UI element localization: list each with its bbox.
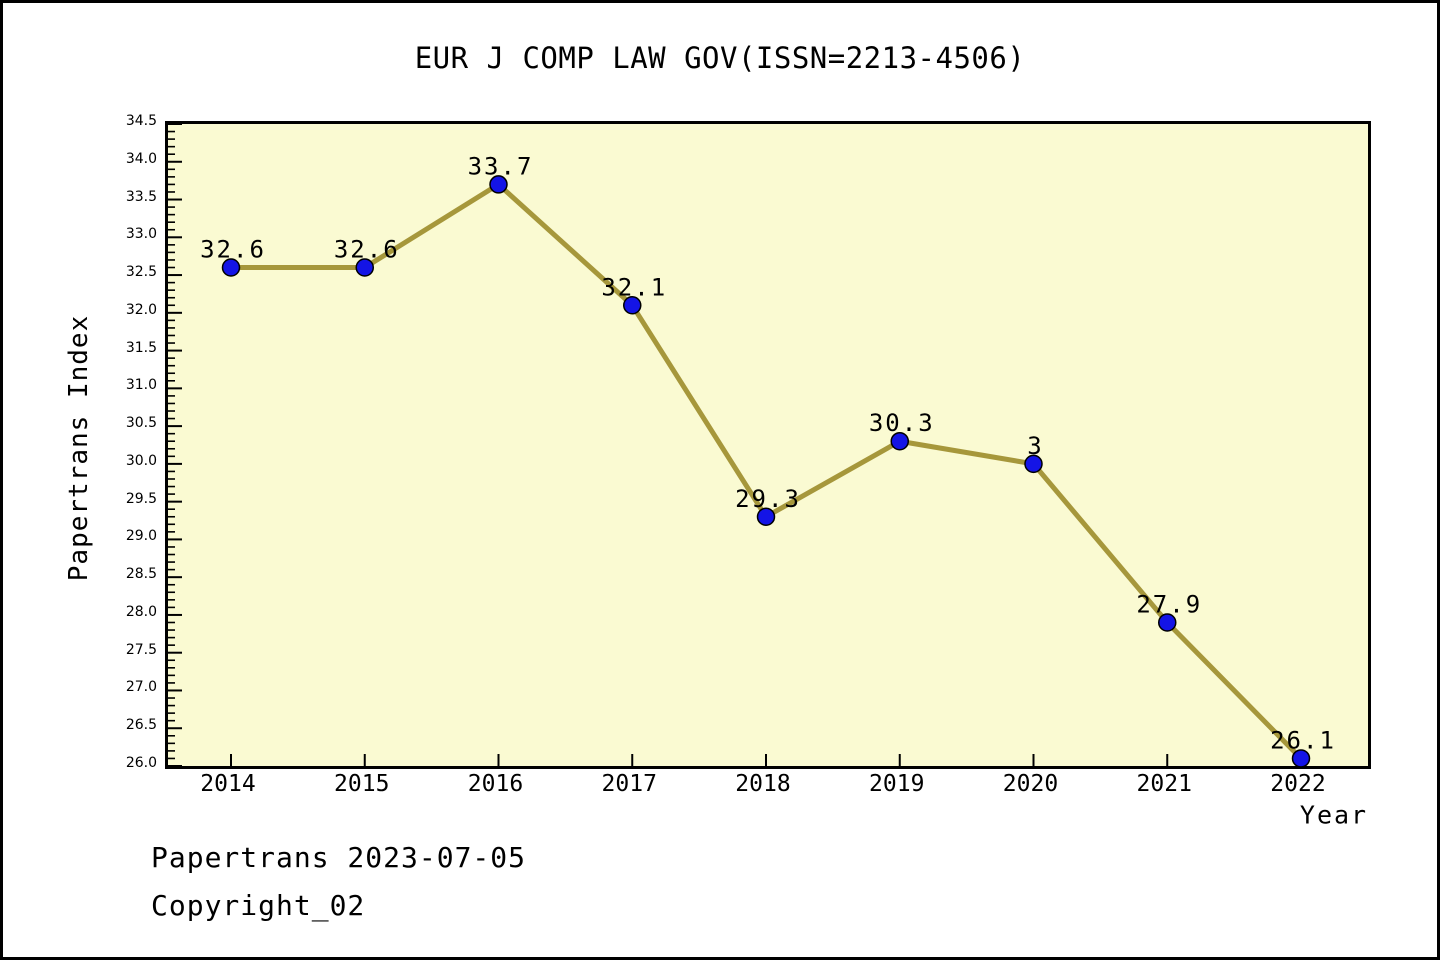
- data-point-label: 32.1: [601, 273, 667, 301]
- data-point-marker: [221, 258, 241, 277]
- x-tick-label: 2017: [601, 771, 657, 797]
- y-tick-label: 30.5: [125, 415, 157, 432]
- x-tick-label: 2019: [869, 771, 925, 797]
- data-point-marker: [355, 258, 374, 277]
- y-tick-label: 34.0: [125, 150, 157, 167]
- y-tick-label: 28.5: [125, 566, 157, 583]
- data-point-label: 30.3: [869, 409, 935, 437]
- data-point-label: 26.1: [1270, 726, 1336, 754]
- data-point-marker: [890, 431, 909, 451]
- chart-title: EUR J COMP LAW GOV(ISSN=2213-4506): [414, 41, 1026, 75]
- x-tick-label: 2015: [334, 771, 390, 797]
- y-tick-label: 32.0: [125, 301, 157, 318]
- y-tick-label: 26.0: [125, 755, 157, 771]
- data-point-label: 32.6: [334, 236, 400, 264]
- data-point-marker: [1291, 749, 1311, 768]
- y-tick-label: 30.0: [125, 452, 157, 469]
- chart-svg: 32.6 32.6 33.7 32.1 29.3 30.3 3 27.9 26.1: [168, 123, 1336, 768]
- data-point-label: 33.7: [468, 152, 534, 180]
- y-tick-label: 27.0: [125, 679, 157, 696]
- x-tick-label: 2020: [1002, 771, 1059, 797]
- footer-source-date: Papertrans 2023-07-05: [151, 841, 527, 874]
- data-point-marker: [756, 507, 776, 527]
- y-axis-label: Papertrans Index: [64, 314, 94, 582]
- data-point-marker: [1158, 613, 1177, 632]
- x-tick-label: 2021: [1136, 771, 1192, 797]
- data-point-label: 27.9: [1136, 590, 1202, 618]
- y-tick-label: 31.0: [125, 377, 157, 394]
- y-tick-label: 27.5: [125, 641, 157, 658]
- x-tick-label: 2022: [1270, 771, 1326, 797]
- y-tick-label: 33.0: [125, 226, 157, 243]
- x-axis-label: Year: [1299, 800, 1369, 830]
- y-tick-label: 26.5: [125, 717, 157, 734]
- y-tick-label: 28.0: [125, 603, 157, 620]
- data-point-label: 3: [1027, 432, 1043, 460]
- y-tick-label: 33.5: [125, 188, 157, 205]
- data-point-marker: [1024, 454, 1043, 474]
- series-line: [228, 181, 1304, 761]
- y-tick-label: 32.5: [125, 264, 157, 281]
- data-point-marker: [489, 175, 508, 194]
- y-tick-label: 31.5: [125, 339, 157, 356]
- data-point-marker: [623, 296, 642, 315]
- x-tick-label: 2016: [467, 771, 524, 797]
- y-tick-label: 29.0: [125, 528, 157, 545]
- y-tick-label: 29.5: [125, 490, 157, 507]
- y-tick-label: 34.5: [125, 113, 157, 129]
- data-point-label: 29.3: [735, 485, 801, 513]
- data-point-label: 32.6: [200, 236, 266, 264]
- x-tick-label: 2014: [200, 771, 256, 797]
- plot-area: 32.6 32.6 33.7 32.1 29.3 30.3 3 27.9 26.1: [165, 121, 1371, 769]
- footer-copyright: Copyright_02: [151, 889, 366, 922]
- x-tick-label: 2018: [735, 771, 791, 797]
